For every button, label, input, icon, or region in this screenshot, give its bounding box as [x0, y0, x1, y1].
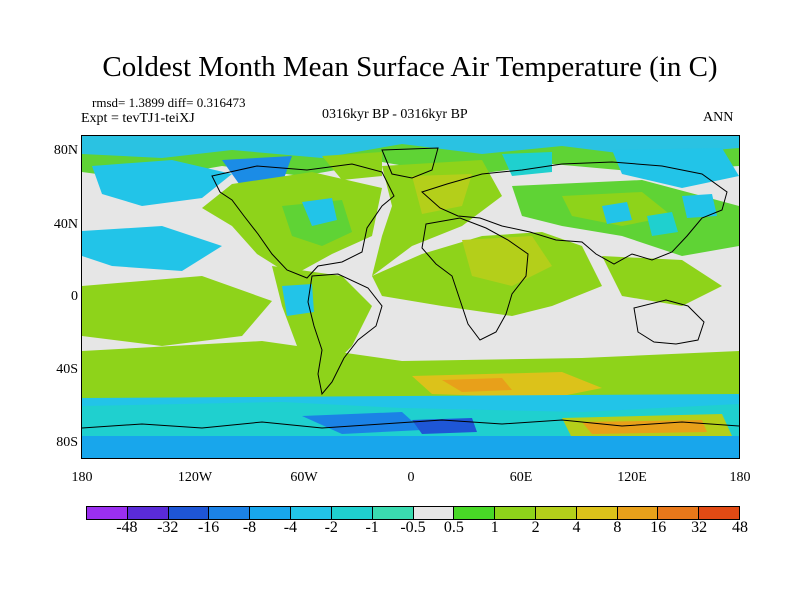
- colorbar-label: 4: [572, 519, 581, 536]
- colorbar-swatch: [617, 507, 659, 519]
- map-field-svg: [82, 136, 739, 458]
- colorbar-label: 32: [691, 519, 708, 536]
- colorbar-label: 48: [732, 519, 748, 536]
- coastline-antarctica: [82, 419, 739, 429]
- cool-patch: [82, 436, 739, 458]
- colorbar-swatch: [372, 507, 414, 519]
- lat-label: 0: [71, 289, 78, 304]
- colorbar-swatch: [250, 507, 292, 519]
- colorbar-swatch: [535, 507, 577, 519]
- lon-label: 60W: [290, 470, 318, 485]
- colorbar-label: -1: [365, 519, 379, 536]
- colorbar-label: -4: [283, 519, 298, 536]
- season-label: ANN: [703, 110, 734, 125]
- lon-label: 120E: [617, 470, 647, 485]
- lon-label: 180: [71, 470, 93, 485]
- experiment-label: Expt = tevTJ1-teiXJ: [81, 111, 195, 126]
- colorbar-label: -32: [157, 519, 179, 536]
- lon-label: 180: [729, 470, 751, 485]
- coastline-africa: [421, 217, 529, 341]
- colorbar-label: -8: [242, 519, 257, 536]
- colorbar-swatch: [454, 507, 496, 519]
- colorbar-label: -2: [324, 519, 338, 536]
- warm-patch: [582, 420, 707, 434]
- colorbar-label: -16: [197, 519, 220, 536]
- coastline-north-america: [211, 163, 395, 279]
- warm-patch: [372, 160, 502, 276]
- colorbar-label: 0.5: [443, 519, 464, 536]
- colorbar-swatch: [699, 507, 739, 519]
- map-title: Coldest Month Mean Surface Air Temperatu…: [102, 51, 718, 83]
- cool-patch: [282, 284, 314, 316]
- colorbar-label: 8: [613, 519, 622, 536]
- colorbar-swatch: [331, 507, 373, 519]
- warm-patch: [322, 152, 382, 180]
- warm-patch: [82, 276, 272, 346]
- lat-label: 40S: [56, 362, 78, 377]
- coastline-south-america: [307, 273, 383, 396]
- coastline-eurasia: [421, 161, 728, 265]
- cool-patch: [502, 152, 552, 176]
- warm-patch: [442, 378, 512, 392]
- lat-label: 40N: [53, 217, 78, 232]
- colorbar-label: -48: [116, 519, 138, 536]
- rmsd-diff-text: rmsd= 1.3899 diff= 0.316473: [92, 95, 246, 110]
- temperature-difference-map: [81, 135, 740, 459]
- colorbar-swatch: [658, 507, 700, 519]
- colorbar-swatch: [576, 507, 618, 519]
- lat-label: 80S: [56, 435, 78, 450]
- colorbar-swatch: [168, 507, 210, 519]
- lat-label: 80N: [53, 143, 78, 158]
- colorbar-label: 16: [650, 519, 667, 536]
- cool-patch: [412, 418, 477, 434]
- warm-patch: [412, 174, 472, 214]
- cool-patch: [302, 198, 337, 226]
- warm-patch: [462, 236, 552, 286]
- colorbar-swatch: [209, 507, 251, 519]
- colorbar-swatch: [495, 507, 536, 519]
- colorbar-label: -0.5: [400, 519, 426, 536]
- cool-patch: [82, 226, 222, 271]
- coastlines: [82, 147, 739, 429]
- lon-label: 0: [407, 470, 415, 485]
- colorbar-swatch: [291, 507, 332, 519]
- lon-label: 120W: [177, 470, 213, 485]
- cool-patch: [602, 202, 632, 224]
- colorbar-label: 2: [531, 519, 540, 536]
- colorbar-swatch: [87, 507, 128, 519]
- cool-patch: [92, 160, 232, 206]
- warm-patch: [602, 256, 722, 306]
- cool-patch: [647, 212, 678, 236]
- cool-patch: [302, 412, 422, 434]
- coastline-australia: [633, 299, 705, 345]
- coastline-greenland: [381, 147, 439, 179]
- colorbar-label: 1: [490, 519, 499, 536]
- colorbar-swatch: [127, 507, 169, 519]
- colorbar-swatch: [413, 507, 455, 519]
- period-label: 0316kyr BP - 0316kyr BP: [322, 107, 468, 122]
- cool-patch: [82, 136, 739, 158]
- colorbar: [86, 506, 740, 520]
- cool-patch: [682, 194, 717, 218]
- lon-label: 60E: [509, 470, 533, 485]
